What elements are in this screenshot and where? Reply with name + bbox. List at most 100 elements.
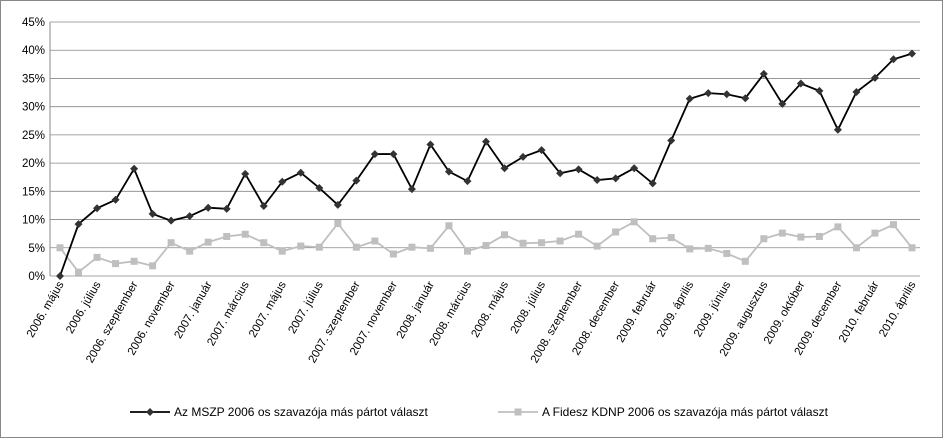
point [445,222,453,230]
point [704,244,712,252]
point [204,238,212,246]
point [889,221,897,229]
point [112,260,120,268]
point [538,239,546,247]
point [667,234,675,242]
point [759,69,768,78]
point [797,233,805,241]
point [259,202,268,211]
point [334,220,342,228]
point [278,247,286,255]
y-tick-label: 25% [22,130,45,142]
point [297,242,305,250]
point [519,152,528,161]
point [686,245,694,253]
point [815,86,824,95]
point [648,179,657,188]
point [463,177,472,186]
point [444,167,453,176]
point [75,268,83,276]
point [593,242,601,250]
point [556,169,565,178]
point [333,200,342,209]
point [723,249,731,257]
point [130,257,138,265]
point [815,232,823,240]
point [315,183,324,192]
point [370,150,379,159]
y-tick-label: 15% [22,186,45,198]
point [407,185,416,194]
point [630,164,639,173]
point [889,55,898,64]
point [501,231,509,239]
point [611,174,620,183]
point [649,235,657,243]
point [426,140,435,149]
y-tick-label: 5% [28,243,45,255]
point [796,79,805,88]
point [222,204,231,213]
point [241,169,250,178]
point [833,125,842,134]
y-tick-label: 40% [22,45,45,57]
point [574,165,583,174]
point [56,272,64,280]
y-tick-label: 30% [22,102,45,114]
point [93,204,102,213]
point [778,99,787,108]
point [186,247,194,255]
point [741,94,750,103]
point [500,164,509,173]
point [482,242,490,250]
legend-marker [514,408,522,416]
point [167,216,176,225]
point [352,176,361,185]
point [296,168,305,177]
legend-marker [146,408,154,416]
point [575,230,583,238]
y-tick-label: 20% [22,158,45,170]
point [426,244,434,252]
point [704,89,713,98]
point [167,239,175,247]
y-tick-label: 35% [22,73,45,85]
point [870,73,879,82]
legend-label: Az MSZP 2006 os szavazója más pártot vál… [174,405,429,419]
point [630,218,638,226]
point [56,244,64,252]
point [315,243,323,251]
y-tick-label: 0% [28,271,45,283]
point [130,164,139,173]
point [722,90,731,99]
legend-label: A Fidesz KDNP 2006 os szavazója más párt… [542,405,829,419]
point [760,235,768,243]
point [148,209,157,218]
point [667,136,676,145]
y-tick-label: 10% [22,215,45,227]
point [371,237,379,245]
point [278,177,287,186]
point [260,239,268,247]
point [834,223,842,231]
point [908,244,916,252]
point [93,253,101,261]
point [556,237,564,245]
y-tick-label: 45% [22,17,45,29]
point [408,243,416,251]
point [352,243,360,251]
point [389,250,397,258]
point [111,195,120,204]
point [778,229,786,237]
point [612,228,620,236]
point [149,262,157,270]
point [685,94,694,103]
point [908,49,916,58]
point [537,146,546,155]
point [519,239,527,247]
point [852,87,861,96]
point [741,257,749,265]
point [389,150,398,159]
